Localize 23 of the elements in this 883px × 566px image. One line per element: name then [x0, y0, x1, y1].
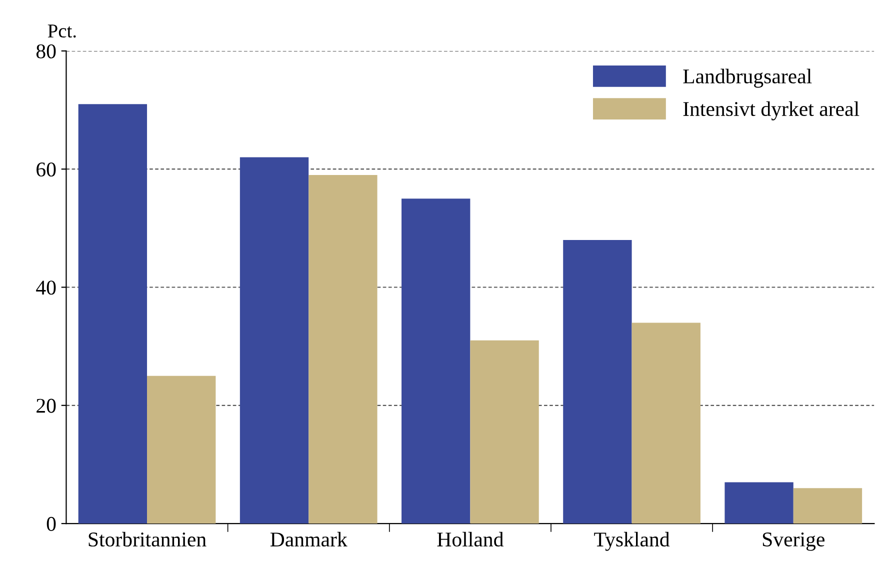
y-tick-label: 60 — [36, 162, 56, 177]
x-tick-label: Tyskland — [594, 532, 670, 551]
bar — [402, 198, 470, 524]
x-tick-label: Danmark — [270, 532, 348, 547]
legend-label: Intensivt dyrket areal — [683, 101, 860, 120]
y-tick-label: 80 — [36, 44, 56, 58]
bar — [563, 240, 632, 524]
bar — [240, 157, 309, 524]
x-tick-label: Storbritannien — [88, 532, 206, 547]
bar — [724, 482, 794, 524]
y-axis-title: Pct. — [48, 24, 76, 38]
bar — [632, 322, 700, 524]
y-tick-label: 20 — [36, 398, 56, 413]
bar — [308, 175, 378, 524]
bar — [470, 340, 539, 524]
x-tick-label: Sverige — [762, 532, 824, 551]
bar — [793, 488, 862, 524]
y-tick-label: 40 — [36, 280, 56, 295]
bar — [147, 376, 216, 524]
x-tick-label: Holland — [437, 532, 504, 547]
y-tick-label: 0 — [46, 516, 56, 531]
bar — [78, 104, 148, 524]
legend-label: Landbrugsareal — [683, 68, 812, 88]
